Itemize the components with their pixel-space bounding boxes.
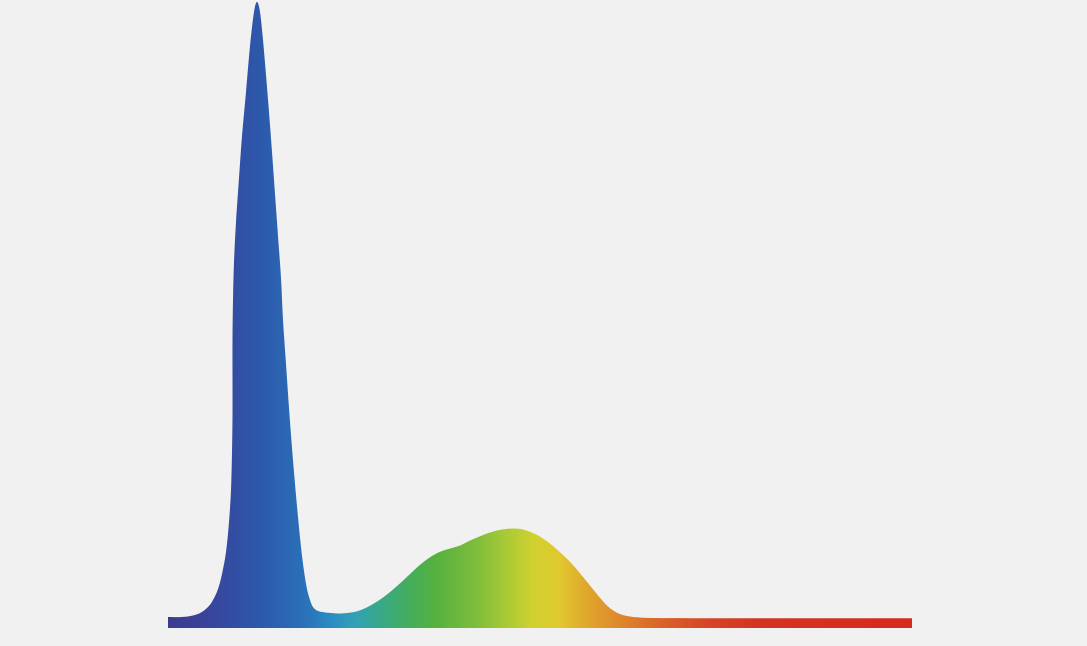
spectrum-curve [168, 2, 912, 628]
